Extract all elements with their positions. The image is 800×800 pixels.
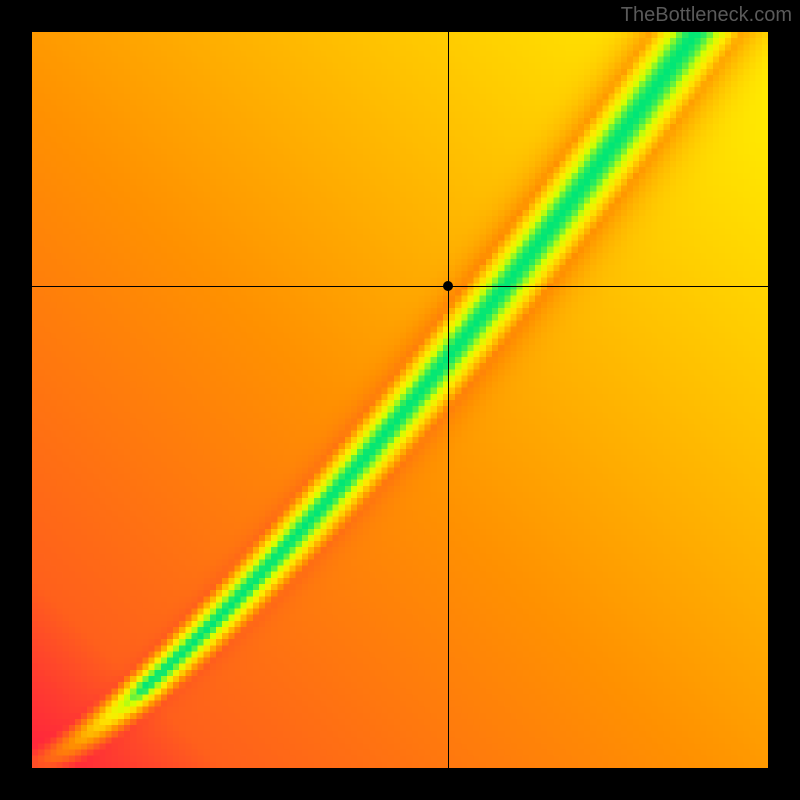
heatmap-plot (32, 32, 768, 768)
crosshair-horizontal (32, 286, 768, 287)
crosshair-marker (443, 281, 453, 291)
watermark-text: TheBottleneck.com (621, 4, 792, 27)
heatmap-canvas (32, 32, 768, 768)
crosshair-vertical (448, 32, 449, 768)
